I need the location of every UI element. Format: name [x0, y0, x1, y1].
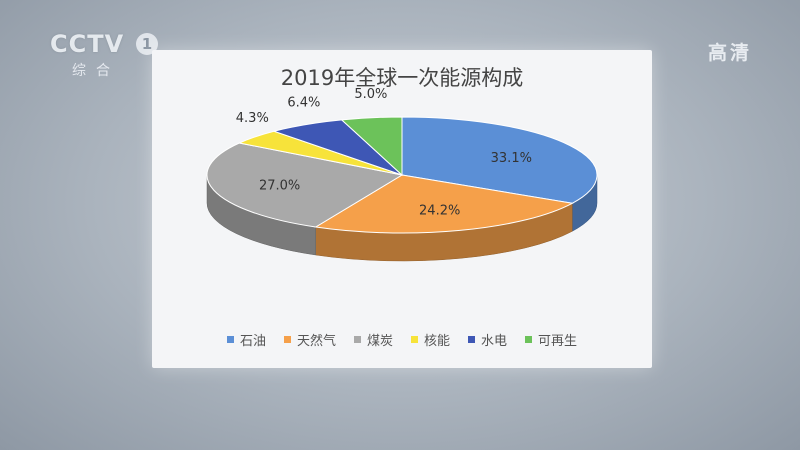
legend-swatch — [525, 336, 533, 343]
channel-logo-text: CCTV — [50, 30, 125, 58]
data-label-4: 4.3% — [236, 111, 269, 126]
pie-slice-1 — [401, 116, 598, 204]
legend-swatch — [411, 336, 418, 343]
pie-chart: 33.1% 24.2% 27.0% 4.3% 6.4% 5.0% — [206, 87, 598, 262]
data-label-3: 27.0% — [259, 178, 300, 193]
legend-item-6: 可再生 — [525, 330, 577, 349]
channel-number: 1 — [136, 33, 158, 55]
legend-item-3: 煤炭 — [353, 330, 393, 349]
data-label-1: 33.1% — [491, 151, 532, 166]
hd-badge: 高清 — [707, 42, 752, 64]
legend-label: 煤炭 — [366, 334, 393, 349]
legend-label: 核能 — [424, 334, 451, 349]
legend-item-4: 核能 — [411, 330, 450, 349]
data-label-5: 6.4% — [287, 96, 320, 111]
legend-label: 可再生 — [538, 334, 578, 349]
legend-swatch — [283, 336, 291, 343]
pie-slice-2 — [314, 174, 574, 234]
legend-item-2: 天然气 — [283, 330, 336, 349]
data-label-2: 24.2% — [419, 203, 460, 218]
pie-slice-6 — [340, 116, 403, 177]
legend-item-1: 石油 — [226, 330, 266, 349]
legend-swatch — [353, 336, 361, 343]
legend-label: 石油 — [239, 334, 266, 349]
data-label-6: 5.0% — [354, 87, 387, 102]
channel-sub-label: 综合 — [72, 63, 120, 79]
pie-slice-3 — [206, 142, 404, 228]
legend-label: 天然气 — [296, 334, 336, 349]
legend-label: 水电 — [481, 334, 508, 349]
chart-legend: 石油 天然气 煤炭 核能 水电 可再生 — [152, 330, 652, 349]
legend-swatch — [226, 336, 234, 343]
channel-logo: CCTV 1 综合 — [50, 30, 160, 82]
chart-slide: 2019年全球一次能源构成 33.1% 24.2% 27.0% 4.3% 6.4% 5.0… — [152, 50, 652, 368]
pie-data-labels: 33.1% 24.2% 27.0% 4.3% 6.4% 5.0% — [236, 87, 532, 218]
pie-slices — [206, 116, 598, 234]
legend-swatch — [468, 336, 476, 343]
legend-item-5: 水电 — [468, 330, 507, 349]
chart-title: 2019年全球一次能源构成 — [280, 66, 524, 90]
